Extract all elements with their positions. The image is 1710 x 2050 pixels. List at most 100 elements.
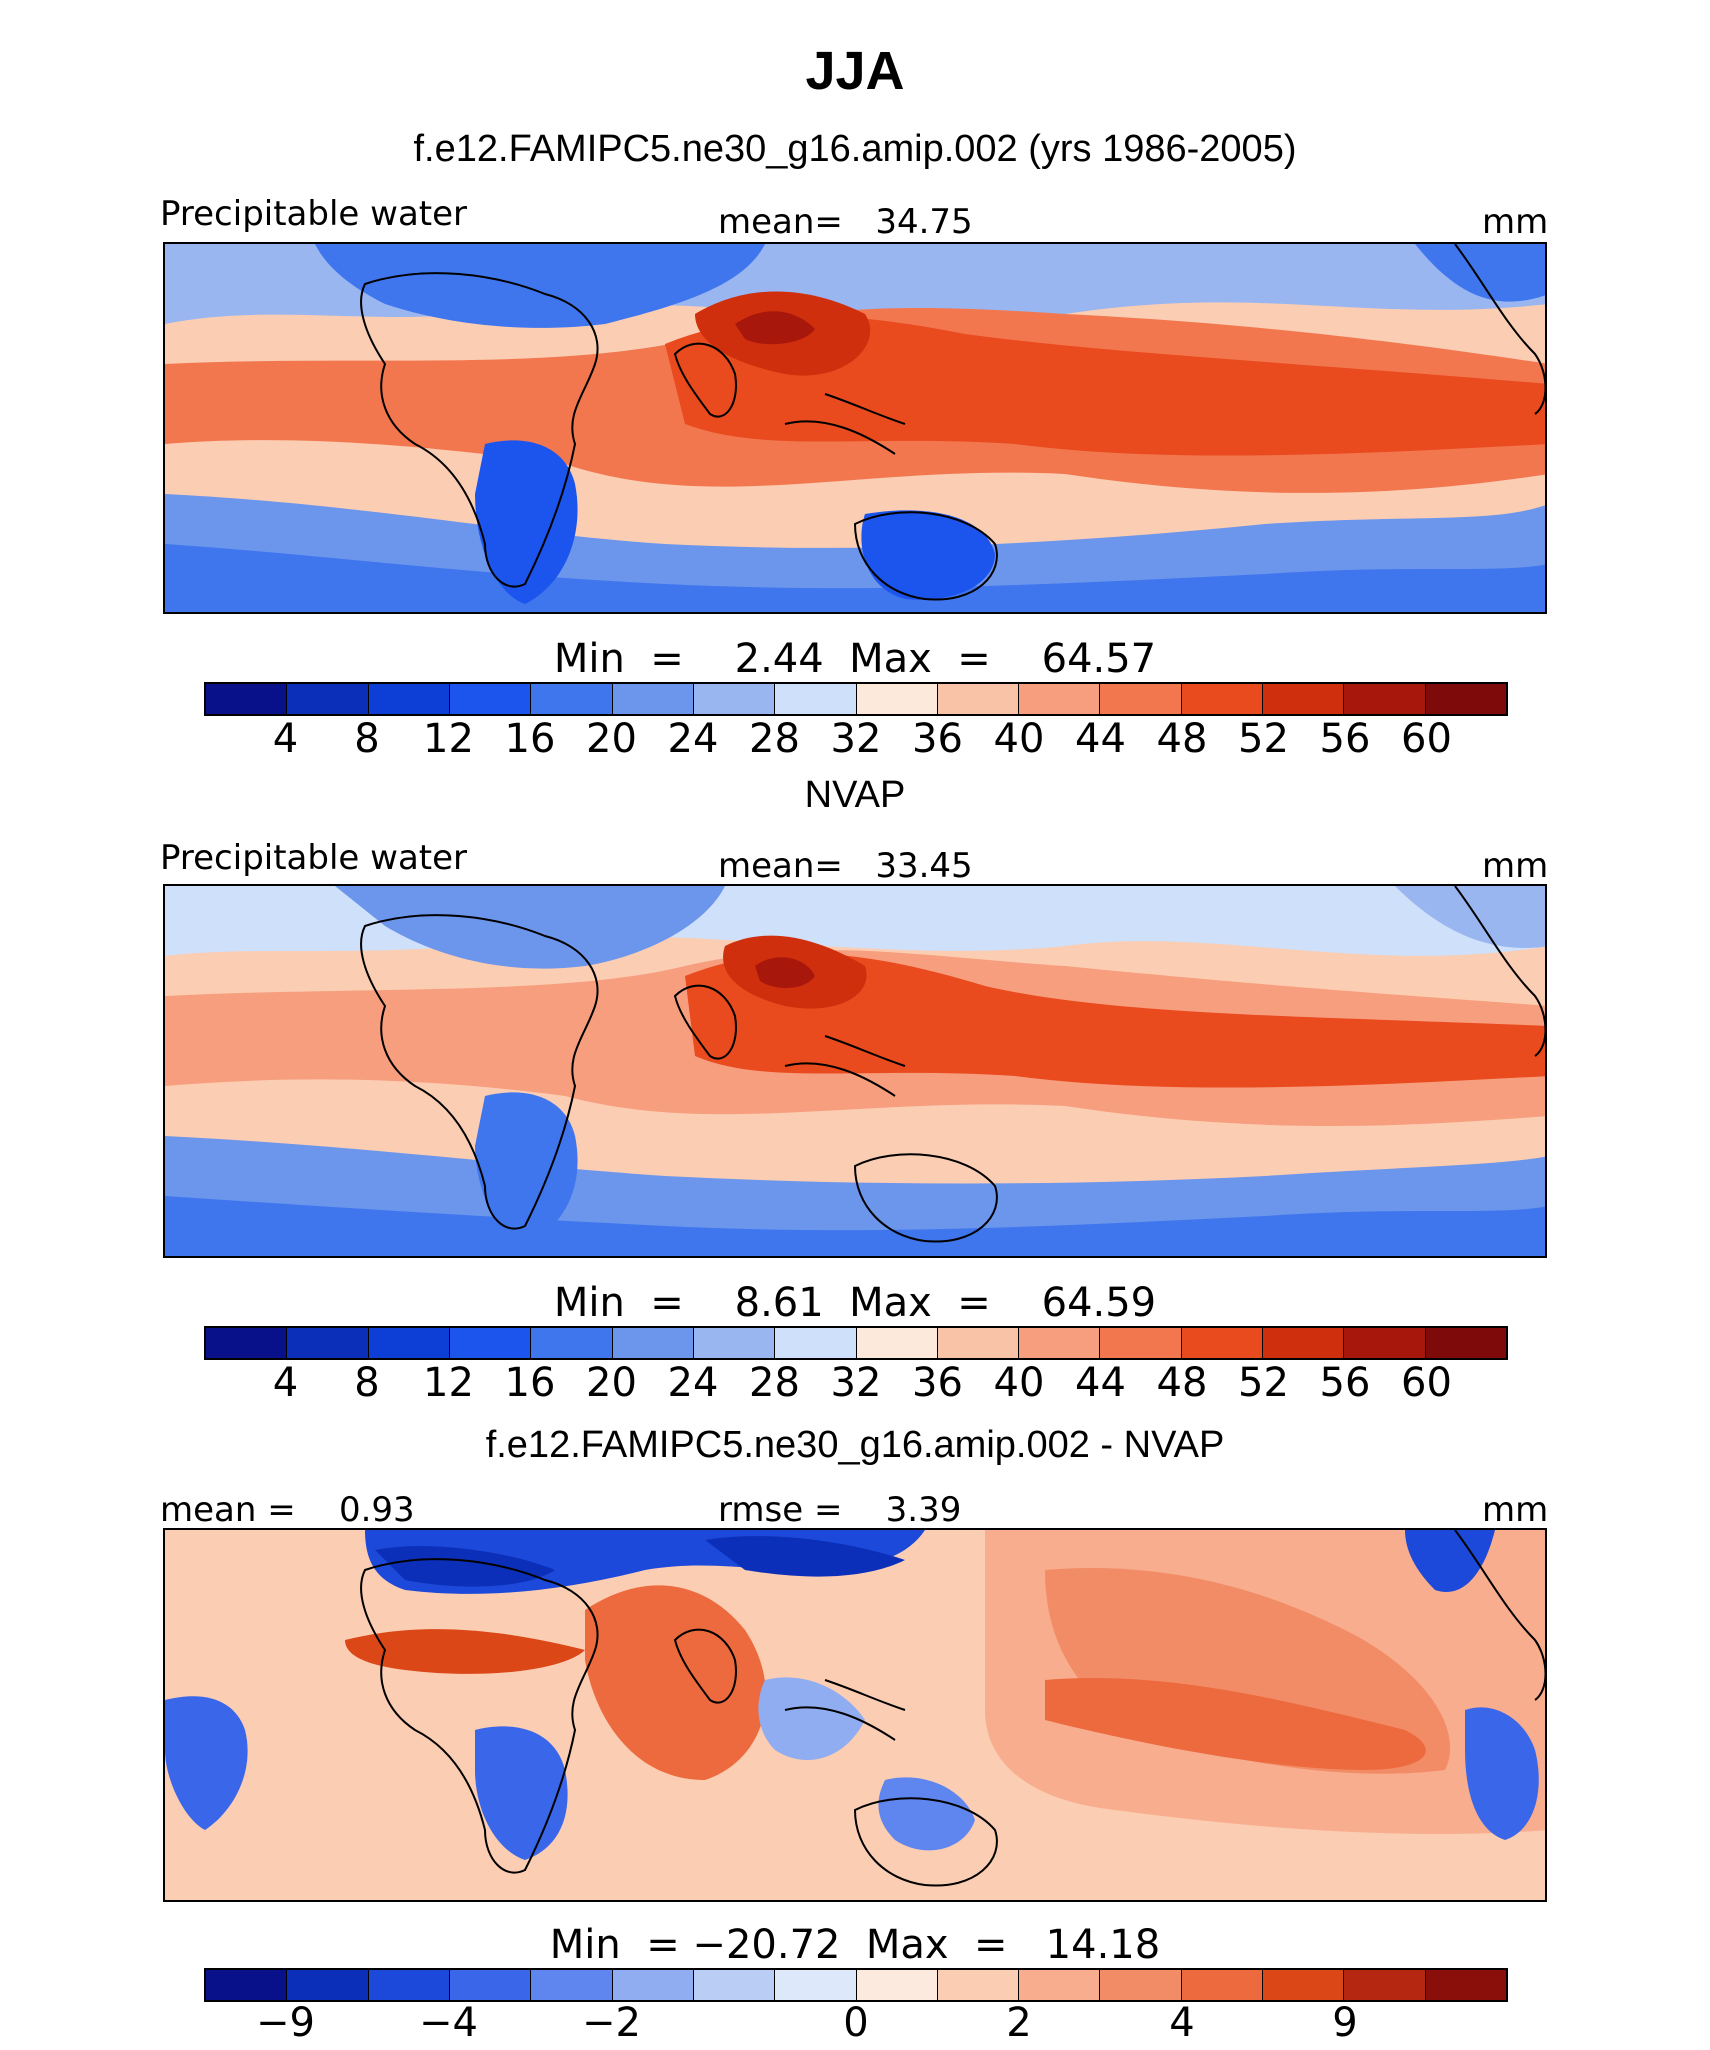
- colorbar-swatch: [856, 1328, 938, 1358]
- colorbar-swatch: [368, 1328, 450, 1358]
- colorbar-tick-label: 24: [667, 716, 719, 762]
- colorbar-tick-label: 28: [749, 1360, 800, 1406]
- colorbar-swatch: [1263, 684, 1345, 714]
- colorbar-tick-label: 2: [1006, 2000, 1032, 2046]
- colorbar-swatch: [531, 1970, 613, 2000]
- panel-1-units-label: mm: [1482, 202, 1549, 242]
- colorbar-tick-label: 52: [1238, 716, 1289, 762]
- colorbar-tick-label: 4: [272, 716, 299, 762]
- panel-3-units-label: mm: [1482, 1490, 1549, 1530]
- panel-2-colorbar-ticks: 4 8 12 16 20 24 28 32 36 40 44 48 52 56 60: [204, 1360, 1508, 1410]
- colorbar-swatch: [775, 1970, 857, 2000]
- panel-3-map-field: [165, 1530, 1545, 1900]
- colorbar-swatch: [612, 684, 694, 714]
- colorbar-tick-label: 48: [1156, 716, 1208, 762]
- colorbar-swatch: [368, 1970, 450, 2000]
- colorbar-swatch: [287, 1970, 369, 2000]
- colorbar-tick-label: −2: [582, 2000, 641, 2046]
- colorbar-swatch: [612, 1970, 694, 2000]
- colorbar-tick-label: 36: [912, 716, 963, 762]
- colorbar-swatch: [1425, 1328, 1506, 1358]
- panel-2-minmax: Min = 8.61 Max = 64.59: [553, 1280, 1157, 1326]
- panel-3-colorbar-ticks: −9 −4 −2 0 2 4 9: [204, 2000, 1508, 2050]
- panel-1-colorbar: [204, 682, 1508, 716]
- colorbar-swatch: [531, 684, 613, 714]
- colorbar-tick-label: 20: [586, 716, 637, 762]
- panel-2-colorbar: [204, 1326, 1508, 1360]
- colorbar-tick-label: 44: [1075, 716, 1126, 762]
- colorbar-swatch: [1100, 684, 1182, 714]
- colorbar-tick-label: 32: [830, 1360, 882, 1406]
- panel-2-title: NVAP: [804, 774, 906, 816]
- colorbar-tick-label: 16: [504, 1360, 556, 1406]
- colorbar-tick-label: 4: [272, 1360, 299, 1406]
- panel-1-mean-label: mean= 34.75: [718, 202, 973, 242]
- colorbar-tick-label: 20: [586, 1360, 637, 1406]
- colorbar-swatch: [937, 684, 1020, 714]
- colorbar-swatch: [1344, 684, 1426, 714]
- panel-1-minmax: Min = 2.44 Max = 64.57: [553, 636, 1157, 682]
- colorbar-tick-label: 60: [1401, 1360, 1452, 1406]
- panel-3-title: f.e12.FAMIPC5.ne30_g16.amip.002 - NVAP: [485, 1424, 1225, 1466]
- colorbar-tick-label: 8: [354, 716, 380, 762]
- colorbar-swatch: [1100, 1970, 1182, 2000]
- panel-2-map-field: [165, 886, 1545, 1256]
- colorbar-swatch: [856, 1970, 938, 2000]
- panel-1-title: f.e12.FAMIPC5.ne30_g16.amip.002 (yrs 198…: [413, 128, 1297, 170]
- colorbar-swatch: [612, 1328, 694, 1358]
- colorbar-swatch: [449, 1328, 532, 1358]
- panel-3-mean-label: mean = 0.93: [160, 1490, 415, 1530]
- colorbar-swatch: [775, 1328, 857, 1358]
- colorbar-swatch: [1181, 1970, 1264, 2000]
- colorbar-swatch: [1181, 1328, 1264, 1358]
- colorbar-swatch: [531, 1328, 613, 1358]
- colorbar-tick-label: 44: [1075, 1360, 1126, 1406]
- colorbar-swatch: [206, 1328, 288, 1358]
- colorbar-tick-label: 0: [843, 2000, 869, 2046]
- colorbar-swatch: [856, 684, 938, 714]
- colorbar-tick-label: 16: [504, 716, 556, 762]
- panel-2-map: [163, 884, 1547, 1258]
- colorbar-swatch: [206, 1970, 288, 2000]
- colorbar-swatch: [1263, 1970, 1345, 2000]
- colorbar-swatch: [775, 684, 857, 714]
- colorbar-tick-label: −9: [256, 2000, 315, 2046]
- colorbar-tick-label: 9: [1332, 2000, 1358, 2046]
- colorbar-swatch: [206, 684, 288, 714]
- panel-1-colorbar-ticks: 4 8 12 16 20 24 28 32 36 40 44 48 52 56 60: [204, 716, 1508, 766]
- panel-3-minmax: Min = −20.72 Max = 14.18: [549, 1922, 1161, 1968]
- colorbar-tick-label: 60: [1401, 716, 1452, 762]
- panel-3-colorbar: [204, 1968, 1508, 2002]
- colorbar-swatch: [1344, 1328, 1426, 1358]
- colorbar-tick-label: 36: [912, 1360, 963, 1406]
- colorbar-swatch: [1100, 1328, 1182, 1358]
- colorbar-swatch: [693, 684, 776, 714]
- panel-3-rmse-label: rmse = 3.39: [718, 1490, 962, 1530]
- panel-2-mean-label: mean= 33.45: [718, 846, 973, 886]
- panel-3-map: [163, 1528, 1547, 1902]
- colorbar-swatch: [693, 1970, 776, 2000]
- panel-1-map: [163, 242, 1547, 614]
- colorbar-tick-label: 12: [423, 1360, 474, 1406]
- colorbar-swatch: [287, 684, 369, 714]
- colorbar-swatch: [449, 684, 532, 714]
- colorbar-tick-label: 40: [993, 1360, 1045, 1406]
- colorbar-swatch: [1263, 1328, 1345, 1358]
- colorbar-swatch: [1344, 1970, 1426, 2000]
- colorbar-swatch: [1425, 684, 1506, 714]
- colorbar-tick-label: 4: [1169, 2000, 1195, 2046]
- panel-2-units-label: mm: [1482, 846, 1549, 886]
- colorbar-swatch: [1019, 684, 1101, 714]
- colorbar-tick-label: 56: [1319, 1360, 1371, 1406]
- colorbar-swatch: [1019, 1970, 1101, 2000]
- colorbar-swatch: [1425, 1970, 1506, 2000]
- colorbar-tick-label: 24: [667, 1360, 719, 1406]
- colorbar-swatch: [937, 1970, 1020, 2000]
- panel-1-variable-label: Precipitable water: [160, 194, 468, 234]
- colorbar-swatch: [693, 1328, 776, 1358]
- colorbar-tick-label: 48: [1156, 1360, 1208, 1406]
- figure-title: JJA: [805, 41, 905, 101]
- colorbar-tick-label: 56: [1319, 716, 1371, 762]
- panel-1-map-field: [165, 244, 1545, 612]
- colorbar-tick-label: −4: [419, 2000, 478, 2046]
